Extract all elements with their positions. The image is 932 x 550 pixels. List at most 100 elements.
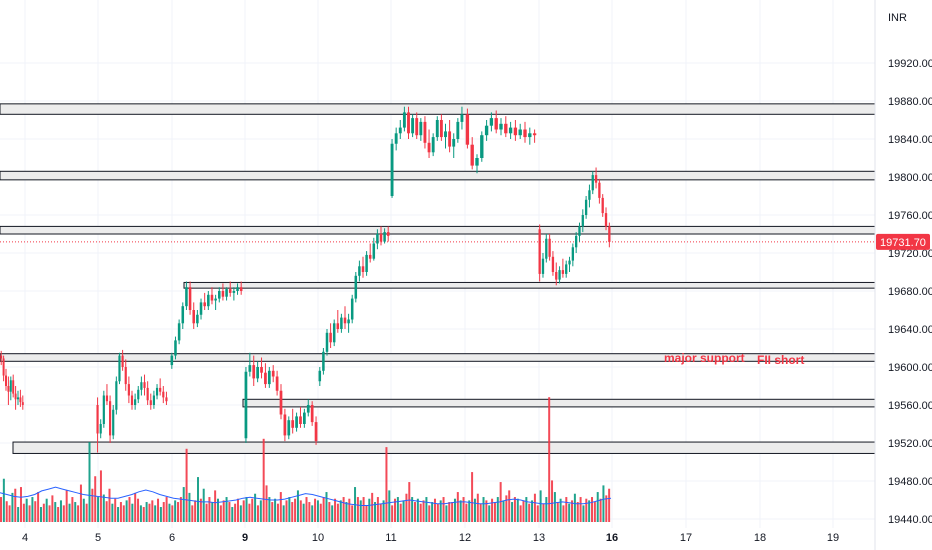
y-axis[interactable]: 19920.00 19880.00 19840.00 19800.00 19760.00… bbox=[874, 0, 932, 550]
candle-body-5-5 bbox=[411, 118, 415, 134]
volume-bar-106 bbox=[302, 503, 305, 522]
volume-bar-56 bbox=[159, 507, 162, 522]
volume-bar-36 bbox=[102, 494, 105, 522]
volume-moving-average-line bbox=[0, 486, 612, 506]
volume-bar-64 bbox=[182, 487, 185, 522]
candle-body-7-7 bbox=[561, 270, 565, 274]
candle-body-7-2 bbox=[545, 238, 548, 259]
volume-bar-33 bbox=[94, 476, 97, 522]
volume-bar-95 bbox=[271, 502, 274, 522]
volume-bar-30 bbox=[85, 503, 88, 522]
candle-body-1-19 bbox=[155, 387, 159, 396]
volume-bar-11 bbox=[31, 497, 34, 522]
volume-bar-187 bbox=[533, 493, 536, 522]
volume-bar-127 bbox=[362, 497, 365, 522]
zone-6 bbox=[12, 441, 876, 454]
candle-body-4-16 bbox=[376, 234, 379, 244]
y-tick-label-3: 19800.00 bbox=[888, 172, 932, 184]
candle-body-2-3 bbox=[181, 306, 185, 324]
zone-2 bbox=[0, 225, 876, 235]
candle-body-7-6 bbox=[558, 270, 561, 280]
x-tick-label-3: 9 bbox=[242, 532, 248, 544]
volume-bar-141 bbox=[402, 500, 405, 522]
current-price-badge: 19731.70 bbox=[876, 233, 930, 250]
volume-bar-19 bbox=[54, 502, 57, 522]
candle-body-7-20 bbox=[604, 213, 608, 227]
candle-body-7-16 bbox=[591, 175, 594, 191]
candle-body-1-12 bbox=[134, 399, 137, 405]
candle-body-5-16 bbox=[456, 121, 460, 139]
candle-body-5-15 bbox=[452, 139, 456, 147]
volume-bar-197 bbox=[562, 505, 565, 522]
candle-body-7-8 bbox=[565, 264, 568, 274]
candle-body-2-0 bbox=[170, 355, 174, 366]
y-tick-label-4: 19760.00 bbox=[888, 210, 932, 222]
candle-body-4-12 bbox=[361, 266, 365, 272]
volume-bar-157 bbox=[448, 502, 451, 522]
volume-bar-130 bbox=[371, 492, 374, 522]
volume-bar-122 bbox=[348, 498, 351, 522]
volume-bar-125 bbox=[356, 497, 359, 522]
volume-bar-101 bbox=[288, 497, 291, 522]
candle-body-4-8 bbox=[347, 319, 350, 324]
x-axis[interactable]: 4 5 6 9 10 11 12 13 16 17 18 19 bbox=[22, 532, 839, 544]
volume-bar-51 bbox=[145, 502, 148, 522]
volume-bar-89 bbox=[254, 493, 257, 522]
candle-body-2-4 bbox=[185, 287, 188, 307]
candle-body-2-18 bbox=[236, 287, 239, 291]
volume-bar-190 bbox=[542, 503, 545, 522]
volume-bar-21 bbox=[59, 500, 62, 522]
volume-bar-44 bbox=[125, 500, 128, 522]
candle-body-7-0 bbox=[538, 229, 541, 274]
candle-body-0-1 bbox=[2, 358, 5, 376]
support-resistance-zones bbox=[0, 103, 876, 454]
volume-bar-207 bbox=[591, 497, 594, 522]
volume-bar-160 bbox=[456, 492, 459, 522]
candle-body-3-12 bbox=[291, 420, 295, 428]
volume-bar-63 bbox=[179, 497, 182, 522]
candle-body-2-14 bbox=[221, 291, 225, 297]
volume-bar-99 bbox=[282, 505, 285, 522]
volume-bar-189 bbox=[539, 490, 542, 522]
x-tick-label-4: 10 bbox=[312, 532, 324, 544]
volume-bar-9 bbox=[25, 498, 28, 522]
volume-bar-143 bbox=[408, 482, 411, 522]
candle-body-3-11 bbox=[287, 420, 291, 436]
candle-body-6-2 bbox=[475, 158, 479, 166]
volume-bar-70 bbox=[199, 498, 202, 522]
volume-bar-47 bbox=[134, 492, 137, 522]
volume-bar-199 bbox=[568, 503, 571, 522]
candle-body-5-10 bbox=[431, 137, 435, 153]
volume-bar-132 bbox=[376, 497, 379, 522]
y-tick-label-9: 19560.00 bbox=[888, 400, 932, 412]
volume-bar-164 bbox=[468, 500, 471, 522]
candle-body-4-10 bbox=[354, 275, 358, 299]
zone-0 bbox=[0, 103, 876, 115]
candle-body-3-10 bbox=[283, 414, 287, 436]
candle-body-6-1 bbox=[470, 144, 474, 166]
candle-body-6-4 bbox=[484, 125, 489, 136]
volume-bar-168 bbox=[479, 503, 482, 522]
volume-bar-182 bbox=[519, 505, 522, 522]
volume-bar-100 bbox=[285, 500, 288, 522]
candle-body-1-16 bbox=[146, 387, 149, 401]
candle-body-2-13 bbox=[217, 291, 221, 299]
volume-bar-167 bbox=[476, 493, 479, 522]
volume-bar-134 bbox=[382, 500, 385, 522]
volume-bar-177 bbox=[505, 495, 508, 522]
y-tick-label-2: 19840.00 bbox=[888, 134, 932, 146]
candle-body-7-13 bbox=[581, 215, 584, 227]
volume-bar-73 bbox=[208, 497, 211, 522]
volume-bar-117 bbox=[334, 498, 337, 522]
candle-body-6-8 bbox=[504, 123, 508, 134]
currency-label[interactable]: INR bbox=[888, 12, 907, 24]
volume-bar-0 bbox=[0, 497, 2, 522]
candle-body-1-8 bbox=[121, 355, 124, 367]
volume-bar-135 bbox=[385, 447, 388, 522]
volume-bar-76 bbox=[216, 498, 219, 522]
volume-bar-140 bbox=[399, 503, 402, 522]
volume-bar-6 bbox=[17, 507, 20, 522]
volume-bar-35 bbox=[99, 470, 102, 522]
candle-body-6-5 bbox=[489, 118, 494, 126]
